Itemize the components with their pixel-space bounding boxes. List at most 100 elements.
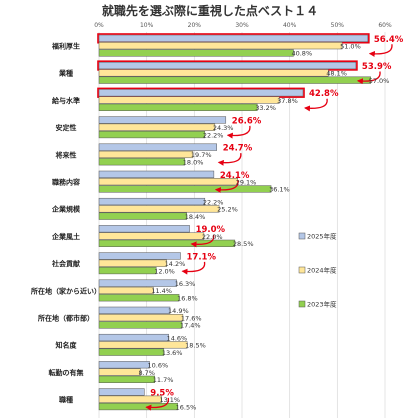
data-labels: 56.4% 51.0% 40.8% 53.9% 48.1% 57.0% 42.8% 37.8%… <box>138 35 404 411</box>
value-label: 22.0% <box>202 233 223 241</box>
bar-2025年度 <box>98 388 145 396</box>
legend-swatch <box>298 300 306 308</box>
bar-2024年度 <box>98 42 343 50</box>
highlight-value-label: 26.6% <box>232 116 262 126</box>
x-axis-ticks: 0% 10% 20% 30% 40% 50% 60% <box>94 22 392 29</box>
value-label: 36.1% <box>269 186 290 194</box>
category-labels: 福利厚生業種給与水準安定性将来性職務内容企業規模企業風土社会貢献所在地（家から近… <box>31 41 101 404</box>
category-label: 転勤の有無 <box>49 368 84 377</box>
value-label: 18.5% <box>185 342 206 350</box>
bar-2023年度 <box>98 76 371 84</box>
bar-2025年度 <box>98 306 171 314</box>
category-label: 企業風土 <box>51 232 80 241</box>
bar-2025年度 <box>98 89 304 97</box>
value-label: 18.4% <box>185 213 206 221</box>
bar-2024年度 <box>98 259 167 267</box>
bar-2023年度 <box>98 212 187 220</box>
value-label: 40.8% <box>291 50 312 58</box>
highlight-arrow <box>368 44 393 58</box>
highlight-value-label: 17.1% <box>187 252 217 262</box>
highlight-arrow <box>226 125 251 139</box>
bar-2024年度 <box>98 232 205 240</box>
highlight-value-label: 24.7% <box>223 144 253 154</box>
value-label: 24.3% <box>213 124 234 132</box>
bar-2023年度 <box>98 103 258 111</box>
highlight-value-label: 19.0% <box>196 225 226 235</box>
bar-2025年度 <box>98 333 169 342</box>
bar-2023年度 <box>98 130 206 139</box>
bar-2024年度 <box>98 178 238 186</box>
bar-2024年度 <box>98 286 154 295</box>
bar-2023年度 <box>98 375 156 383</box>
category-label: 所在地（都市部） <box>38 313 94 322</box>
x-tick-label: 20% <box>188 22 202 29</box>
value-label: 12.0% <box>154 267 175 275</box>
category-label: 業種 <box>58 69 73 78</box>
highlight-arrow <box>190 234 215 248</box>
bar-2025年度 <box>98 143 217 151</box>
legend-label: 2025年度 <box>307 232 337 241</box>
highlight-arrow <box>356 71 381 85</box>
bar-2025年度 <box>98 197 206 206</box>
value-label: 22.2% <box>203 198 224 206</box>
bar-2024年度 <box>98 150 194 159</box>
legend: 2025年度 2024年度 2023年度 <box>298 232 337 309</box>
bar-2025年度 <box>98 361 150 369</box>
value-label: 25.2% <box>217 206 238 214</box>
value-label: 19.7% <box>191 151 212 159</box>
highlight-value-label: 53.9% <box>362 62 392 72</box>
value-label: 16.3% <box>175 280 196 288</box>
bar-2023年度 <box>98 348 165 356</box>
highlight-value-label: 24.1% <box>220 171 250 181</box>
category-label: 将来性 <box>56 150 77 159</box>
legend-label: 2024年度 <box>307 266 337 275</box>
value-label: 17.6% <box>181 314 202 322</box>
bars <box>97 33 371 411</box>
bar-2024年度 <box>98 205 220 213</box>
value-label: 13.6% <box>162 349 183 357</box>
value-label: 29.1% <box>236 178 257 186</box>
highlight-arrow <box>214 180 239 194</box>
value-label: 13.1% <box>159 396 180 404</box>
value-label: 14.9% <box>168 307 189 315</box>
bar-2023年度 <box>98 266 157 275</box>
value-label: 14.6% <box>167 334 188 342</box>
highlight-value-label: 42.8% <box>309 89 339 99</box>
value-label: 57.0% <box>369 77 390 85</box>
x-tick-label: 50% <box>331 22 345 29</box>
bar-2023年度 <box>98 239 236 247</box>
bar-2025年度 <box>98 116 227 124</box>
bar-2023年度 <box>98 185 272 193</box>
bar-2025年度 <box>98 61 357 70</box>
highlight-arrow <box>217 152 242 166</box>
highlight-value-label: 56.4% <box>374 35 404 45</box>
value-label: 48.1% <box>326 70 347 78</box>
highlight-arrow <box>304 98 328 112</box>
bar-2024年度 <box>98 314 184 322</box>
category-label: 企業規模 <box>51 205 81 214</box>
highlight-arrow <box>145 397 170 411</box>
bar-2024年度 <box>98 341 188 349</box>
value-label: 14.2% <box>165 260 186 268</box>
legend-swatch <box>298 232 306 240</box>
x-tick-label: 0% <box>94 22 104 29</box>
value-label: 11.4% <box>151 287 172 295</box>
value-label: 8.7% <box>138 369 155 377</box>
value-label: 37.8% <box>277 97 298 105</box>
value-label: 18.0% <box>183 159 204 167</box>
x-tick-label: 30% <box>235 22 249 29</box>
bar-2024年度 <box>98 368 141 376</box>
value-label: 16.8% <box>177 295 198 303</box>
bar-2024年度 <box>98 96 280 104</box>
bar-2024年度 <box>98 123 216 131</box>
value-label: 17.4% <box>180 322 201 330</box>
category-label: 給与水準 <box>52 96 80 105</box>
value-label: 28.5% <box>233 240 254 248</box>
bar-2023年度 <box>98 158 186 166</box>
x-tick-label: 60% <box>378 22 392 29</box>
chart-title: 就職先を選ぶ際に重視した点ベスト１４ <box>102 3 318 18</box>
x-tick-label: 40% <box>283 22 297 29</box>
bar-2025年度 <box>98 170 215 178</box>
category-label: 職種 <box>59 395 73 404</box>
